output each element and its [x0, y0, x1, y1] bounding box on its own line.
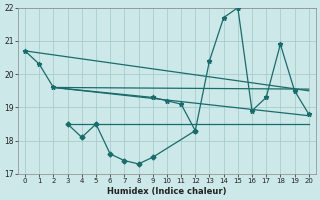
X-axis label: Humidex (Indice chaleur): Humidex (Indice chaleur): [107, 187, 227, 196]
